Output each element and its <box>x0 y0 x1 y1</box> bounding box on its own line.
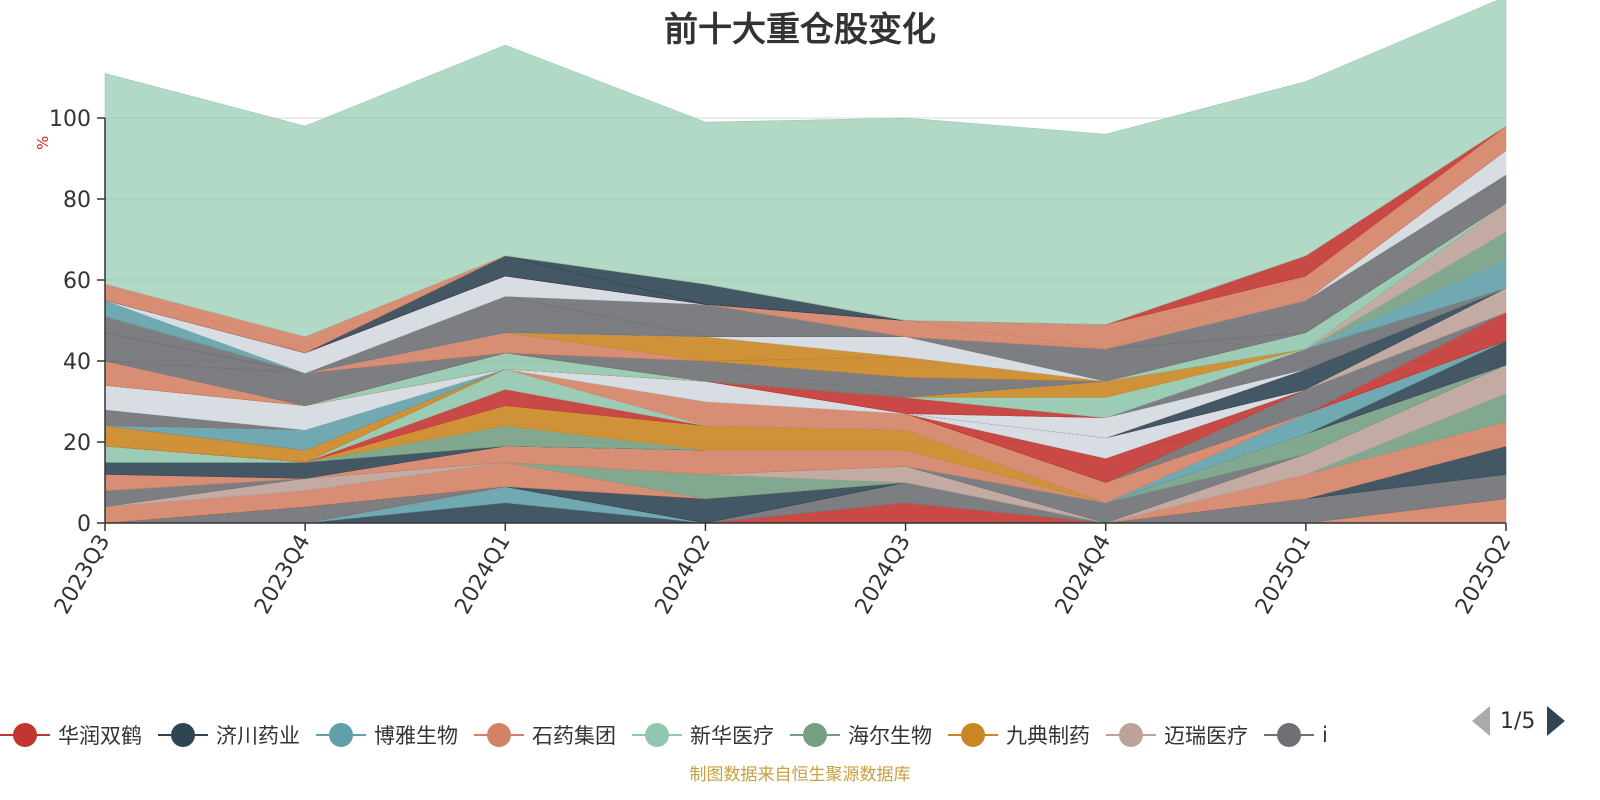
stacked-area-layers <box>104 0 1507 524</box>
legend-marker-icon <box>316 718 366 752</box>
x-tick-label-5: 2024Q4 <box>1051 531 1116 619</box>
legend-item[interactable]: 济川药业 <box>158 718 300 752</box>
chart-canvas: 0 20 40 60 80 100 2023Q3 2023Q4 2024Q1 2024Q2 2024… <box>49 0 1516 619</box>
legend-item[interactable]: 新华医疗 <box>632 718 774 752</box>
x-tick-label-2: 2024Q1 <box>450 531 515 619</box>
legend-label: 石药集团 <box>532 724 616 748</box>
chart-title: 前十大重仓股变化 <box>664 10 936 50</box>
legend-item[interactable]: 九典制药 <box>948 718 1090 752</box>
x-tick-label-1: 2023Q4 <box>250 531 315 619</box>
legend-label: 济川药业 <box>216 724 300 748</box>
legend-item[interactable]: 华润双鹤 <box>0 718 142 752</box>
legend: 华润双鹤 济川药业 博雅生物 石药集团 新华医疗 海尔生物 九典制药 迈瑞医疗 i <box>0 718 1470 752</box>
area-layer-68 <box>104 0 1507 337</box>
x-tick-label-4: 2024Q3 <box>851 531 916 619</box>
legend-item[interactable]: 海尔生物 <box>790 718 932 752</box>
legend-marker-icon <box>1106 718 1156 752</box>
x-tick-label-7: 2025Q2 <box>1451 531 1516 619</box>
legend-item[interactable]: 迈瑞医疗 <box>1106 718 1248 752</box>
legend-label: i <box>1322 723 1328 747</box>
y-tick-label-0: 0 <box>77 512 91 537</box>
legend-label: 新华医疗 <box>690 724 774 748</box>
legend-marker-icon <box>158 718 208 752</box>
legend-label: 迈瑞医疗 <box>1164 724 1248 748</box>
x-tick-label-6: 2025Q1 <box>1251 531 1316 619</box>
legend-marker-icon <box>632 718 682 752</box>
y-tick-label-60: 60 <box>63 269 91 294</box>
legend-label: 华润双鹤 <box>58 724 142 748</box>
y-tick-label-80: 80 <box>63 188 91 213</box>
legend-item[interactable]: 石药集团 <box>474 718 616 752</box>
y-tick-label-40: 40 <box>63 350 91 375</box>
legend-item[interactable]: 博雅生物 <box>316 718 458 752</box>
legend-marker-icon <box>790 718 840 752</box>
source-note: 制图数据来自恒生聚源数据库 <box>689 765 911 785</box>
pager-prev-icon[interactable] <box>1472 706 1490 736</box>
y-axis-unit: % <box>34 135 52 150</box>
legend-pager: 1/5 <box>1472 704 1600 738</box>
y-tick-label-20: 20 <box>63 431 91 456</box>
legend-marker-icon <box>474 718 524 752</box>
legend-label: 博雅生物 <box>374 724 458 748</box>
legend-item[interactable]: i <box>1264 718 1328 752</box>
legend-marker-icon <box>0 718 50 752</box>
pager-next-icon[interactable] <box>1547 706 1566 736</box>
legend-label: 九典制药 <box>1006 724 1090 748</box>
legend-marker-icon <box>1264 718 1314 752</box>
x-tick-label-3: 2024Q2 <box>651 531 716 619</box>
legend-marker-icon <box>948 718 998 752</box>
x-tick-label-0: 2023Q3 <box>50 531 115 619</box>
y-tick-label-100: 100 <box>49 107 91 132</box>
pager-page-label: 1/5 <box>1500 708 1536 734</box>
legend-label: 海尔生物 <box>848 724 932 748</box>
